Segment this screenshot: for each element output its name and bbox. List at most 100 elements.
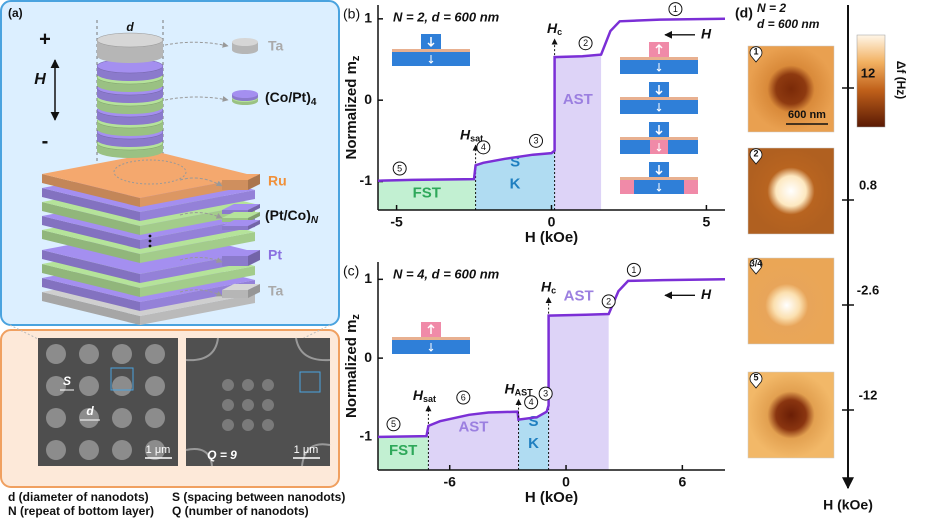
nanodot [222,419,234,431]
note: N (repeat of bottom layer) [8,504,154,518]
nanodot [145,376,165,396]
block-front [222,180,248,190]
nanodot [46,408,66,428]
sweep-label: H [701,286,712,302]
region-label: FST [389,442,417,459]
x-tick-label: -6 [443,474,456,490]
state-label: 1 [753,46,758,56]
state-label: 3/4 [750,258,763,268]
phase-region [555,55,601,210]
x-tick-label: 5 [703,214,711,230]
sample-n: N = 2 [757,1,786,15]
figure: (a) d + H - Ta (Co/Pt)4 Ru (Pt/Co)N Pt T… [0,0,925,519]
panel-label: (c) [343,263,359,279]
ellipsis-dot [149,240,152,243]
spacing-label: S [63,374,71,388]
sweep-label: H [701,26,712,42]
region-label: S [529,413,539,430]
y-tick-label: 0 [364,91,372,107]
y-axis-label: Normalized mz [343,314,362,418]
diameter-label: d [126,20,134,34]
state-label: 3 [543,388,548,398]
nanodot [79,344,99,364]
nanodot [262,379,274,391]
y-axis-label: Normalized mz [343,55,362,159]
state-label: 1 [631,265,636,275]
nanodot [242,379,254,391]
region-label: AST [564,288,594,305]
y-axis-label-main: Normalized m [343,320,360,418]
mini-top [232,90,258,98]
inset-spacer [620,137,698,140]
inset-domain [684,180,698,194]
state-label: 5 [397,163,402,173]
mini-top [232,38,258,46]
nanodot [112,376,132,396]
note: S (spacing between nanodots) [172,490,345,504]
state-label: 2 [753,148,758,158]
x-tick-label: -5 [390,214,403,230]
state-label: 2 [606,296,611,306]
nanodot [222,399,234,411]
inset-spacer [392,337,470,340]
hsat-label: Hsat [460,126,483,144]
page: (a) d + H - Ta (Co/Pt)4 Ru (Pt/Co)N Pt T… [0,0,925,519]
nanodot [46,344,66,364]
field-label: 12 [861,65,875,80]
disc-top [97,33,163,47]
field-label: -2.6 [857,282,879,297]
mini-bottom [232,46,258,54]
region-label: AST [458,418,488,435]
y-axis-label-sub: z [350,55,362,61]
nanodot [112,440,132,460]
chart-title: N = 4, d = 600 nm [393,266,500,281]
panel-label: (b) [343,6,360,22]
hc-label: Hc [547,20,562,38]
field-label: -12 [859,387,878,402]
state-label: 1 [673,4,678,14]
scale-bar-label: 1 μm [294,444,319,456]
region-label: K [528,435,539,452]
y-axis-label-main: Normalized m [343,61,360,159]
nanodot [79,376,99,396]
minus-sign: - [42,130,49,152]
mfm-image [748,372,834,458]
panel-label: (a) [8,6,23,20]
block-front [222,290,248,298]
layer-label: Ta [268,38,284,54]
nanodot [242,419,254,431]
note: Q (number of nanodots) [172,504,309,518]
region-label: AST [563,91,593,108]
layer-label: Ta [268,283,284,299]
state-label: 6 [461,392,466,402]
mfm-image [748,258,834,344]
inset-domain [620,180,634,194]
hc-label-sub: c [551,286,556,296]
inset-spacer [392,49,470,52]
scale-bar-label: 600 nm [788,109,826,121]
state-label: 5 [753,372,758,382]
nanodot [145,408,165,428]
scale-bar-label: 1 μm [146,444,171,456]
inset-spacer [620,57,698,60]
nanodot [112,344,132,364]
field-label: 0.8 [859,177,877,192]
x-axis-label: H (kOe) [525,229,578,246]
state-label: 4 [481,142,486,152]
y-axis-label-sub: z [350,314,362,320]
hc-label-sub: c [557,27,562,37]
charts: FSTSKAST-505-101H (kOe)Normalized mz(b)N… [343,3,725,506]
panel-label: (d) [735,5,753,21]
block-front [222,256,248,266]
note: d (diameter of nanodots) [8,490,149,504]
chart-title: N = 2, d = 600 nm [393,9,500,24]
field-label: H [34,71,46,88]
nanodot [242,399,254,411]
diameter-label: d [86,404,94,418]
nanodot [79,440,99,460]
y-tick-label: 0 [364,349,372,365]
hc-label: Hc [541,278,556,296]
x-tick-label: 0 [548,214,556,230]
ellipsis-dot [149,245,152,248]
colorbar-label: Δf (Hz) [894,61,908,100]
